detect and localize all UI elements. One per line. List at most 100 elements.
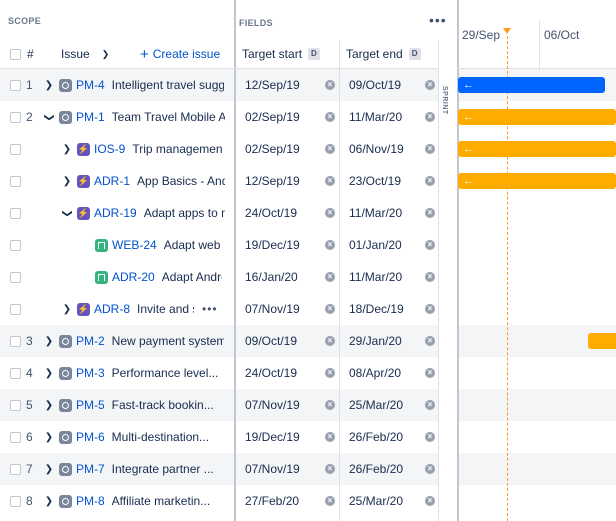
target-end-value[interactable]: 26/Feb/20	[349, 430, 404, 444]
clear-start-icon[interactable]: ×	[325, 293, 335, 325]
target-end-value[interactable]: 26/Feb/20	[349, 462, 404, 476]
target-end-value[interactable]: 11/Mar/20	[349, 270, 403, 284]
issue-key-link[interactable]: PM-7	[76, 462, 105, 476]
target-end-value[interactable]: 01/Jan/20	[349, 238, 402, 252]
issue-summary[interactable]: Fast-track bookin...	[111, 398, 214, 412]
timeline-bar[interactable]: ←	[458, 141, 616, 157]
target-start-value[interactable]: 24/Oct/19	[245, 206, 298, 220]
issue-column-header[interactable]: Issue ❯	[61, 40, 109, 68]
issue-key-link[interactable]: ADR-20	[112, 270, 155, 284]
clear-end-icon[interactable]: ×	[425, 389, 435, 421]
issue-summary[interactable]: Adapt Android	[161, 270, 222, 284]
row-checkbox[interactable]	[10, 197, 21, 229]
target-start-value[interactable]: 07/Nov/19	[245, 462, 300, 476]
clear-end-icon[interactable]: ×	[425, 325, 435, 357]
issue-summary[interactable]: Affiliate marketin...	[111, 494, 211, 508]
issue-summary[interactable]: Invite and share	[137, 302, 194, 316]
target-end-value[interactable]: 09/Oct/19	[349, 78, 402, 92]
target-end-value[interactable]: 11/Mar/20	[349, 110, 403, 124]
table-row[interactable]: ❯ ⚡ ADR-19 Adapt apps to mobile 24/Oct/19 × 11…	[0, 197, 616, 229]
target-start-value[interactable]: 19/Dec/19	[245, 430, 300, 444]
row-checkbox[interactable]	[10, 165, 21, 197]
clear-start-icon[interactable]: ×	[325, 261, 335, 293]
issue-summary[interactable]: Adapt apps to mobile	[143, 206, 225, 220]
chevron-down-icon[interactable]: ❯	[44, 112, 54, 122]
issue-key-link[interactable]: PM-4	[76, 78, 105, 92]
chevron-right-icon[interactable]: ❯	[44, 431, 54, 443]
clear-start-icon[interactable]: ×	[325, 69, 335, 101]
table-row[interactable]: 2 ❯ PM-1 Team Travel Mobile App 02/Sep/19 × 11…	[0, 101, 616, 133]
clear-start-icon[interactable]: ×	[325, 389, 335, 421]
chevron-right-icon[interactable]: ❯	[44, 335, 54, 347]
select-all-checkbox[interactable]	[10, 40, 21, 68]
table-row[interactable]: ❯ ⚡ IOS-9 Trip management 02/Sep/19 × 06/Nov/1…	[0, 133, 616, 165]
timeline-bar[interactable]: ←	[458, 77, 605, 93]
chevron-right-icon[interactable]: ❯	[44, 463, 54, 475]
target-end-header[interactable]: Target end D	[346, 40, 421, 68]
table-row[interactable]: 5 ❯ PM-5 Fast-track bookin... 07/Nov/19 × 25/M…	[0, 389, 616, 421]
target-start-value[interactable]: 27/Feb/20	[245, 494, 300, 508]
issue-summary[interactable]: Adapt web	[163, 238, 221, 252]
row-checkbox[interactable]	[10, 389, 21, 421]
clear-start-icon[interactable]: ×	[325, 165, 335, 197]
issue-key-link[interactable]: ADR-1	[94, 174, 131, 188]
issue-key-link[interactable]: PM-8	[76, 494, 105, 508]
target-start-value[interactable]: 07/Nov/19	[245, 302, 300, 316]
clear-end-icon[interactable]: ×	[425, 69, 435, 101]
create-issue-button[interactable]: + Create issue	[140, 40, 220, 68]
issue-summary[interactable]: Trip management	[132, 142, 224, 156]
target-end-value[interactable]: 25/Mar/20	[349, 494, 404, 508]
clear-end-icon[interactable]: ×	[425, 357, 435, 389]
clear-start-icon[interactable]: ×	[325, 101, 335, 133]
target-end-value[interactable]: 06/Nov/19	[349, 142, 404, 156]
chevron-right-icon[interactable]: ❯	[44, 79, 54, 91]
clear-end-icon[interactable]: ×	[425, 453, 435, 485]
target-end-value[interactable]: 23/Oct/19	[349, 174, 402, 188]
target-start-value[interactable]: 24/Oct/19	[245, 366, 298, 380]
clear-start-icon[interactable]: ×	[325, 133, 335, 165]
clear-start-icon[interactable]: ×	[325, 197, 335, 229]
issue-key-link[interactable]: WEB-24	[112, 238, 157, 252]
table-row[interactable]: ❯ ⚡ ADR-1 App Basics - Android 12/Sep/19 × 23/…	[0, 165, 616, 197]
table-row[interactable]: ❯ ⚡ ADR-8 Invite and share ••• 07/Nov/19 × 18/D…	[0, 293, 616, 325]
clear-end-icon[interactable]: ×	[425, 101, 435, 133]
table-row[interactable]: 8 ❯ PM-8 Affiliate marketin... 27/Feb/20 × 25/…	[0, 485, 616, 517]
row-more-button[interactable]: •••	[202, 302, 218, 316]
issue-key-link[interactable]: PM-6	[76, 430, 105, 444]
target-end-value[interactable]: 29/Jan/20	[349, 334, 402, 348]
target-end-value[interactable]: 11/Mar/20	[349, 206, 403, 220]
row-checkbox[interactable]	[10, 453, 21, 485]
clear-start-icon[interactable]: ×	[325, 357, 335, 389]
table-row[interactable]: 7 ❯ PM-7 Integrate partner ... 07/Nov/19 × 26/…	[0, 453, 616, 485]
target-start-header[interactable]: Target start D	[242, 40, 320, 68]
row-checkbox[interactable]	[10, 293, 21, 325]
row-checkbox[interactable]	[10, 133, 21, 165]
timeline-bar[interactable]: ←	[458, 173, 616, 189]
clear-start-icon[interactable]: ×	[325, 421, 335, 453]
target-start-value[interactable]: 19/Dec/19	[245, 238, 300, 252]
table-row[interactable]: WEB-24 Adapt web 19/Dec/19 × 01/Jan/20 ×	[0, 229, 616, 261]
chevron-down-icon[interactable]: ❯	[62, 208, 72, 218]
clear-start-icon[interactable]: ×	[325, 485, 335, 517]
table-row[interactable]: 6 ❯ PM-6 Multi-destination... 19/Dec/19 × 26/F…	[0, 421, 616, 453]
clear-start-icon[interactable]: ×	[325, 229, 335, 261]
issue-summary[interactable]: Intelligent travel suggestions	[111, 78, 224, 92]
target-end-value[interactable]: 18/Dec/19	[349, 302, 404, 316]
target-start-value[interactable]: 12/Sep/19	[245, 174, 300, 188]
clear-end-icon[interactable]: ×	[425, 229, 435, 261]
clear-end-icon[interactable]: ×	[425, 165, 435, 197]
fields-more-button[interactable]: •••	[429, 12, 447, 28]
chevron-right-icon[interactable]: ❯	[44, 367, 54, 379]
issue-key-link[interactable]: ADR-19	[94, 206, 137, 220]
target-start-value[interactable]: 09/Oct/19	[245, 334, 298, 348]
chevron-right-icon[interactable]: ❯	[62, 175, 72, 187]
target-start-value[interactable]: 16/Jan/20	[245, 270, 298, 284]
chevron-right-icon[interactable]: ❯	[62, 303, 72, 315]
issue-key-link[interactable]: PM-3	[76, 366, 105, 380]
issue-key-link[interactable]: IOS-9	[94, 142, 126, 156]
clear-start-icon[interactable]: ×	[325, 325, 335, 357]
issue-key-link[interactable]: PM-2	[76, 334, 105, 348]
clear-end-icon[interactable]: ×	[425, 133, 435, 165]
target-start-value[interactable]: 02/Sep/19	[245, 142, 300, 156]
chevron-right-icon[interactable]: ❯	[44, 495, 54, 507]
